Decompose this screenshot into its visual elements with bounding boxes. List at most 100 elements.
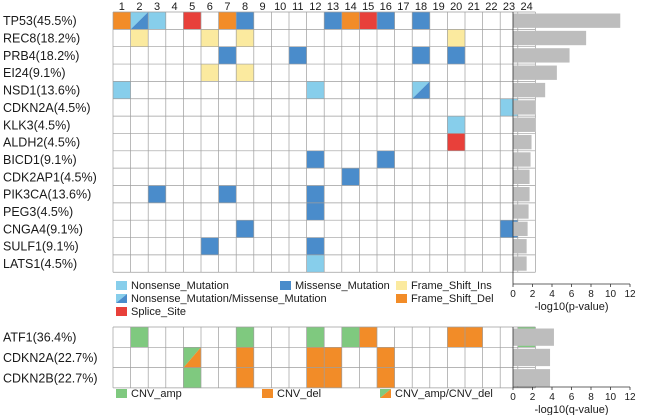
pvalue-tick-label: 8: [588, 289, 594, 300]
cnv-cell-2-5-cnv_amp: [183, 367, 201, 388]
mutation-cell-0-5-splice: [183, 12, 201, 30]
cnv-cell-2-8-cnv_del: [236, 367, 254, 388]
pvalue-tick-label: 0: [510, 289, 516, 300]
legend-label-splice: Splice_Site: [131, 306, 186, 318]
mutation-cell-10-12-missense: [306, 185, 325, 203]
mutation-cell-7-20-splice: [447, 133, 465, 151]
legend-swatch-cnv_amp_del: [380, 389, 391, 398]
mutation-cell-4-1-nonsense: [113, 81, 131, 99]
legend-swatch-frame_shift_ins: [396, 281, 407, 290]
column-number: 19: [432, 1, 444, 13]
cnv-cell-1-16-cnv_del: [377, 347, 395, 368]
column-number: 15: [362, 1, 374, 13]
cnv-cell-0-12-cnv_amp: [306, 327, 325, 348]
cnv-cell-1-5-cnv_amp_del-lower: [183, 347, 201, 368]
pvalue-tick-label: 12: [624, 289, 636, 300]
mutation-cell-0-14-frame_shift_del: [341, 12, 360, 30]
pvalue-bar-CDKN2A: [513, 100, 536, 115]
mutation-cell-10-3-missense: [148, 185, 166, 203]
legend-label-cnv_amp_del: CNV_amp/CNV_del: [395, 388, 493, 400]
pvalue-bar-SULF1: [513, 239, 527, 254]
column-number: 5: [189, 1, 195, 13]
pvalue-tick-label: 10: [605, 289, 617, 300]
column-number: 23: [503, 1, 515, 13]
pvalue-bar-BICD1: [513, 152, 531, 167]
column-number: 13: [327, 1, 339, 13]
cnv-gene-label: CDKN2A(22.7%): [3, 351, 97, 365]
mutation-cell-0-18-missense: [412, 12, 430, 30]
pvalue-bar-PEG3: [513, 204, 529, 219]
pvalue-bar-LATS1: [513, 256, 527, 271]
legend-swatch-nonsense_missense-fill-lower: [116, 294, 127, 303]
mutation-gene-label: REC8(18.2%): [3, 32, 80, 46]
cnv-cell-0-2-cnv_amp: [130, 327, 149, 348]
cnv-cell-0-21-cnv_del: [465, 327, 483, 348]
mutation-gene-label: TP53(45.5%): [3, 14, 77, 28]
column-number: 3: [154, 1, 160, 13]
column-number: 7: [224, 1, 230, 13]
mutation-gene-label: KLK3(4.5%): [3, 118, 70, 132]
mutation-cell-0-2-nonsense_missense-upper: [130, 12, 149, 30]
column-number: 18: [415, 1, 427, 13]
column-number: 12: [309, 1, 321, 13]
legend-swatch-cnv_del-fill: [262, 389, 273, 398]
cnv-cell-0-20-cnv_del: [447, 327, 465, 348]
mutation-cell-1-8-frame_shift_ins: [236, 29, 254, 47]
column-number: 24: [520, 1, 532, 13]
pvalue-bar-CDK2AP1: [513, 169, 530, 184]
mutation-gene-label: CDKN2A(4.5%): [3, 101, 91, 115]
pvalue-bar-KLK3: [513, 117, 536, 132]
cnv-cell-0-15-cnv_del: [359, 327, 377, 348]
mutation-cell-2-11-missense: [289, 46, 307, 65]
cnv-cell-2-12-cnv_del: [306, 367, 325, 388]
legend-swatch-missense-fill: [280, 281, 291, 290]
mutation-cell-8-12-missense: [306, 150, 325, 169]
qvalue-tick-label: 8: [588, 392, 594, 403]
mutation-cell-3-6-frame_shift_ins: [201, 64, 219, 82]
mutation-gene-label: PRB4(18.2%): [3, 49, 79, 63]
mutation-gene-label: PIK3CA(13.6%): [3, 188, 91, 202]
pvalue-bar-ALDH2: [513, 134, 532, 150]
column-number: 21: [468, 1, 480, 13]
column-number: 9: [260, 1, 266, 13]
cnv-cell-1-8-cnv_del: [236, 347, 254, 368]
legend-label-cnv_del: CNV_del: [277, 388, 321, 400]
mutation-cell-2-7-missense: [218, 46, 237, 65]
column-number: 2: [136, 1, 142, 13]
column-number: 6: [207, 1, 213, 13]
qvalue-tick-label: 12: [624, 392, 636, 403]
legend-swatch-missense: [280, 281, 291, 290]
legend-swatch-nonsense-fill: [116, 281, 127, 290]
mutation-cell-2-18-missense: [412, 46, 430, 65]
mutation-cell-1-20-frame_shift_ins: [447, 29, 465, 47]
qvalue-tick-label: 6: [569, 392, 575, 403]
cnv-grid: [112, 326, 536, 389]
cnv-cell-1-12-cnv_del: [306, 347, 325, 368]
mutation-gene-label: CNGA4(9.1%): [3, 222, 83, 236]
pvalue-bar-TP53: [513, 13, 621, 28]
cnv-cell-0-8-cnv_amp: [236, 327, 254, 348]
mutation-gene-label: CDK2AP1(4.5%): [3, 170, 97, 184]
mutation-cell-14-12-nonsense: [306, 254, 325, 273]
pvalue-axis-title: -log10(p-value): [535, 301, 609, 313]
column-number: 11: [292, 1, 303, 13]
mutation-cell-13-6-missense: [201, 237, 219, 255]
mutation-cell-0-13-missense: [324, 12, 342, 30]
pvalue-tick-label: 2: [530, 289, 536, 300]
legend-swatch-cnv_del: [262, 389, 273, 398]
mutation-grid: [112, 11, 536, 273]
mutation-cell-6-20-nonsense: [447, 116, 465, 134]
mutation-cell-13-12-missense: [306, 237, 325, 255]
legend-label-cnv_amp: CNV_amp: [131, 388, 182, 400]
mutation-cell-0-15-splice: [359, 12, 377, 30]
column-number: 4: [172, 1, 178, 13]
cnv-gene-label: ATF1(36.4%): [3, 331, 76, 345]
column-number: 8: [242, 1, 248, 13]
mutation-cell-11-12-missense: [306, 202, 325, 221]
legend-label-nonsense: Nonsense_Mutation: [131, 280, 229, 292]
mutation-gene-label: EI24(9.1%): [3, 66, 66, 80]
mutation-cell-0-7-frame_shift_del: [218, 12, 237, 30]
legend-label-missense: Missense_Mutation: [295, 280, 390, 292]
pvalue-tick-label: 6: [569, 289, 575, 300]
